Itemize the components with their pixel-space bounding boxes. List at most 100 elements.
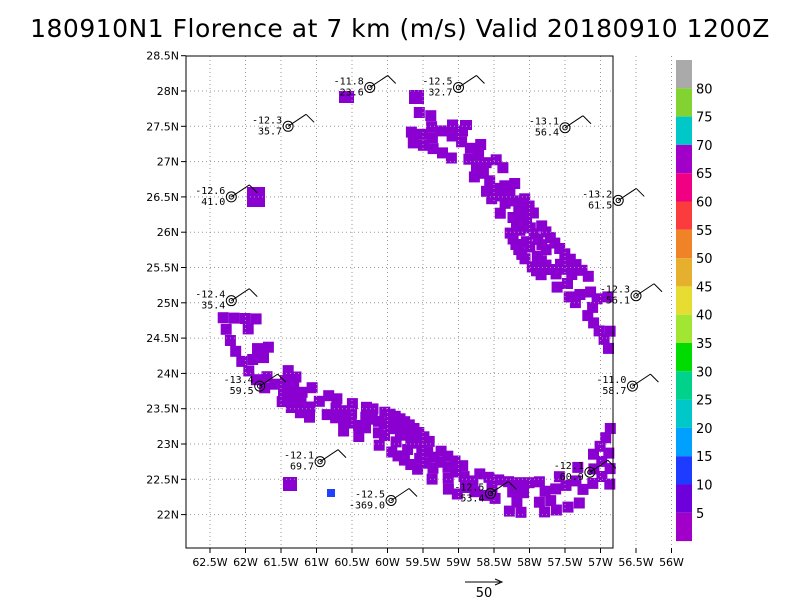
wind-barb-shaft	[369, 75, 389, 88]
wind-barb-feather	[337, 449, 347, 459]
obs-wind: 32.7	[428, 87, 452, 98]
wind-cell	[587, 301, 599, 313]
wind-cell	[486, 193, 498, 205]
wind-cell	[239, 313, 251, 324]
wind-cell	[286, 391, 298, 403]
wind-cell	[535, 269, 547, 281]
wind-cell	[224, 335, 236, 346]
wind-cell	[413, 107, 425, 118]
obs-temperature: -12.3	[252, 115, 282, 126]
wind-cell	[560, 479, 572, 491]
wind-cell	[507, 486, 519, 498]
wind-cell	[360, 422, 371, 434]
colorbar-label: 15	[696, 450, 713, 465]
colorbar-segment	[676, 144, 692, 174]
wind-cell	[220, 323, 232, 335]
wind-cell	[346, 407, 358, 419]
wind-cell	[442, 472, 454, 484]
lat-tick-label: 27N	[157, 156, 179, 169]
wind-cell	[261, 371, 273, 383]
observation-marker: -11.823.6	[334, 75, 397, 98]
wind-cell	[435, 445, 447, 457]
lat-tick-label: 28.5N	[146, 50, 179, 63]
lon-tick-label: 59.5W	[405, 556, 440, 569]
wind-cell	[353, 420, 365, 431]
wind-cell	[280, 375, 291, 387]
wind-cell	[536, 220, 548, 232]
obs-wind: -369.0	[349, 500, 385, 511]
wind-cell	[523, 200, 535, 212]
colorbar-label: 30	[696, 365, 713, 380]
colorbar-segment	[676, 60, 692, 89]
wind-cell	[527, 207, 539, 219]
lon-tick-label: 59W	[446, 556, 471, 569]
wind-cell	[481, 185, 492, 197]
wind-cell	[360, 411, 372, 423]
wind-cell	[602, 291, 614, 303]
wind-cell	[288, 381, 300, 393]
wind-cell	[514, 224, 526, 236]
station-ring	[225, 295, 237, 307]
wind-cell	[321, 409, 333, 421]
wind-barb-feather	[408, 488, 418, 497]
lon-tick-label: 61W	[304, 556, 329, 569]
wind-cell	[604, 325, 616, 337]
chart-title: 180910N1 Florence at 7 km (m/s) Valid 20…	[30, 14, 770, 43]
wind-cell	[217, 312, 229, 324]
observation-marker: -12.435.4	[195, 288, 258, 312]
lon-tick-label: 57.5W	[547, 556, 582, 569]
station-ring	[385, 494, 397, 506]
wind-cell	[504, 227, 516, 239]
wind-cell	[296, 386, 308, 398]
station-ring	[314, 456, 326, 468]
colorbar-label: 45	[696, 280, 713, 295]
colorbar-label: 55	[696, 224, 713, 239]
wind-cell	[564, 253, 576, 265]
colorbar-segment	[676, 456, 692, 485]
wind-cell	[276, 396, 288, 408]
wind-cell	[294, 407, 306, 419]
wind-cell	[588, 317, 600, 329]
station-ring	[630, 290, 642, 302]
wind-cell	[353, 431, 365, 442]
wind-cell	[405, 459, 417, 470]
wind-cell	[524, 241, 536, 253]
obs-wind: 41.0	[201, 197, 225, 208]
wind-cell	[593, 325, 605, 337]
colorbar-segment	[676, 116, 692, 145]
wind-cell	[422, 446, 434, 458]
plot-frame	[185, 55, 614, 549]
lon-tick-label: 57W	[588, 556, 613, 569]
wind-cell	[479, 489, 491, 501]
colorbar-label: 25	[696, 394, 713, 409]
wind-cell	[451, 488, 463, 500]
observation-marker: -12.356.1	[600, 283, 663, 307]
station-ring	[254, 380, 266, 392]
lon-tick-label: 56W	[659, 556, 684, 569]
wind-cell	[446, 130, 458, 142]
colorbar-label: 60	[696, 196, 713, 211]
colorbar-segment	[676, 427, 692, 457]
wind-barb-feather	[607, 459, 617, 469]
obs-temperature: -12.5	[422, 76, 452, 87]
wind-cell	[509, 178, 521, 189]
wind-cell	[442, 461, 454, 473]
observation-marker: -11.058.7	[596, 373, 659, 397]
wind-cell	[426, 121, 438, 133]
obs-wind: 61.5	[588, 200, 612, 211]
wind-cell	[247, 354, 259, 365]
lat-tick-label: 24N	[157, 367, 179, 380]
wind-cell	[373, 439, 385, 451]
wind-cell	[469, 486, 481, 498]
wind-cell	[416, 128, 428, 140]
obs-wind: 60.9	[560, 472, 584, 483]
obs-wind: 56.4	[535, 128, 559, 139]
wind-cell	[427, 462, 439, 474]
wind-cell	[236, 355, 248, 367]
station-ring	[453, 81, 464, 93]
wind-barb-shaft	[231, 184, 250, 198]
wind-cell	[460, 120, 472, 130]
wind-cell	[603, 342, 614, 354]
wind-cell	[379, 406, 391, 418]
lat-tick-label: 23.5N	[146, 403, 179, 416]
